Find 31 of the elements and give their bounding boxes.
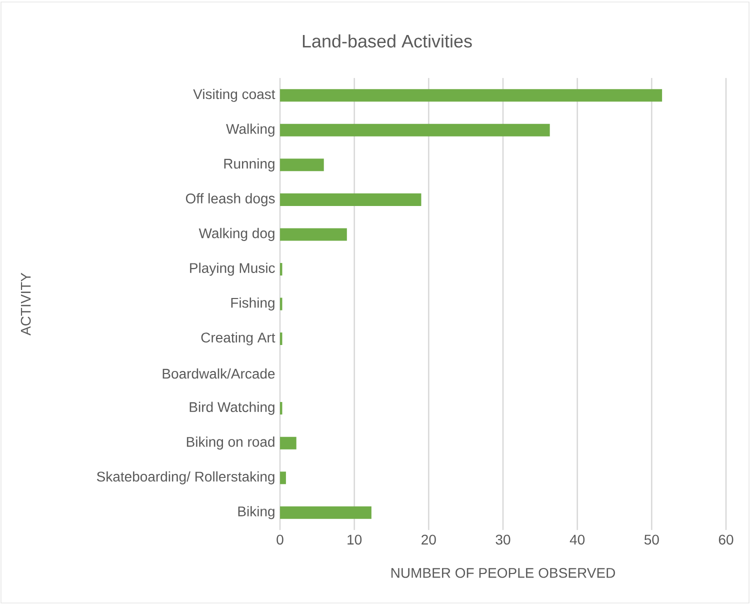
bar	[280, 124, 550, 136]
y-tick-label: Biking on road	[186, 436, 274, 450]
x-tick-label: 40	[570, 534, 585, 545]
chart-title: Land-based Activities	[302, 34, 472, 48]
bar	[280, 436, 296, 450]
y-tick-label: Bird Watching	[190, 402, 274, 415]
y-tick-label: Fishing	[231, 297, 274, 311]
y-tick-label: Playing Music	[190, 262, 275, 276]
y-tick-label: Skateboarding/ Rollerstaking	[96, 471, 274, 484]
y-tick-label: Creating Art	[201, 332, 276, 346]
x-tick-label: 50	[644, 534, 659, 545]
bar	[280, 228, 347, 241]
x-tick-label: 30	[496, 534, 510, 545]
x-axis-title: NUMBER OF PEOPLE OBSERVED	[391, 568, 615, 578]
y-tick-label: Walking dog	[198, 228, 274, 241]
y-axis-title: ACTIVITY	[20, 272, 31, 336]
y-tick-label: Walking	[226, 124, 274, 137]
bar	[280, 193, 422, 206]
y-tick-label: Visiting coast	[193, 88, 276, 102]
y-tick-label: Biking	[238, 506, 274, 520]
bar	[280, 472, 286, 484]
bar	[280, 158, 324, 172]
bar	[280, 89, 662, 102]
y-tick-label: Boardwalk/Arcade	[162, 368, 275, 379]
y-tick-label: Off leash dogs	[186, 193, 275, 206]
x-tick-label: 60	[718, 534, 734, 545]
x-tick-label: 10	[348, 534, 362, 545]
x-tick-label: 20	[422, 534, 436, 545]
bar	[280, 506, 372, 519]
x-tick-label: 0	[276, 534, 284, 545]
y-tick-label: Running	[224, 158, 274, 172]
